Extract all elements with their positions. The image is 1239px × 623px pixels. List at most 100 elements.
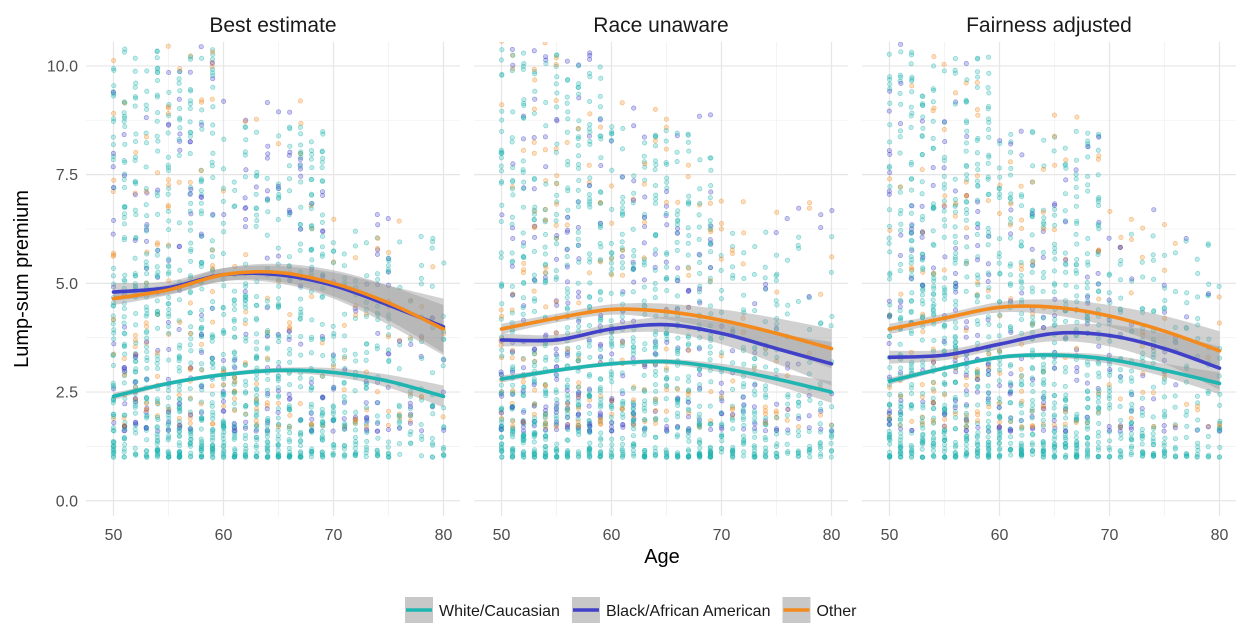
- x-tick-label: 60: [603, 527, 621, 544]
- scatter-point: [697, 387, 703, 393]
- scatter-point: [1084, 280, 1090, 286]
- scatter-point: [974, 178, 980, 184]
- scatter-point: [652, 445, 658, 451]
- scatter-point: [243, 335, 249, 341]
- scatter-point: [630, 261, 636, 267]
- scatter-point: [154, 424, 160, 430]
- scatter-point: [133, 420, 139, 426]
- scatter-point: [1129, 409, 1135, 415]
- scatter-point: [762, 387, 768, 393]
- scatter-point: [418, 262, 424, 268]
- scatter-point: [697, 437, 703, 443]
- scatter-point: [342, 275, 348, 281]
- scatter-point: [509, 46, 515, 52]
- scatter-point: [652, 372, 658, 378]
- scatter-point: [509, 221, 515, 227]
- scatter-point: [1085, 182, 1091, 188]
- scatter-point: [586, 445, 592, 451]
- scatter-point: [320, 336, 326, 342]
- scatter-point: [1019, 217, 1025, 223]
- scatter-point: [930, 118, 936, 124]
- scatter-point: [730, 426, 736, 432]
- scatter-point: [795, 399, 801, 405]
- scatter-point: [543, 433, 549, 439]
- scatter-point: [931, 283, 937, 289]
- scatter-point: [795, 298, 801, 304]
- scatter-point: [664, 222, 670, 228]
- scatter-point: [330, 323, 336, 329]
- scatter-point: [997, 174, 1003, 180]
- scatter-point: [276, 333, 282, 339]
- scatter-point: [418, 234, 424, 240]
- scatter-point: [122, 412, 128, 418]
- scatter-point: [887, 170, 893, 176]
- scatter-point: [1151, 396, 1157, 402]
- scatter-point: [166, 264, 172, 270]
- scatter-point: [997, 445, 1003, 451]
- scatter-point: [908, 328, 914, 334]
- scatter-point: [1073, 430, 1079, 436]
- scatter-point: [1140, 451, 1146, 457]
- scatter-point: [920, 324, 926, 330]
- scatter-point: [498, 57, 504, 63]
- scatter-point: [898, 42, 904, 47]
- scatter-point: [1030, 448, 1036, 454]
- scatter-point: [773, 431, 779, 437]
- scatter-point: [796, 453, 802, 459]
- scatter-point: [1018, 317, 1024, 323]
- scatter-point: [751, 454, 757, 460]
- scatter-point: [1085, 389, 1091, 395]
- scatter-point: [1085, 262, 1091, 268]
- scatter-point: [696, 212, 702, 218]
- scatter-point: [619, 212, 625, 218]
- scatter-point: [674, 248, 680, 254]
- scatter-point: [942, 416, 948, 422]
- scatter-point: [1095, 270, 1101, 276]
- scatter-point: [133, 139, 139, 145]
- scatter-point: [553, 268, 559, 274]
- scatter-point: [897, 150, 903, 156]
- scatter-point: [886, 333, 892, 339]
- scatter-point: [396, 337, 402, 343]
- scatter-point: [309, 334, 315, 340]
- scatter-point: [1008, 201, 1014, 207]
- scatter-point: [232, 408, 238, 414]
- scatter-point: [697, 382, 703, 388]
- scatter-point: [199, 259, 205, 265]
- scatter-point: [308, 421, 314, 427]
- scatter-point: [531, 359, 537, 365]
- scatter-point: [795, 243, 801, 249]
- scatter-point: [364, 273, 370, 279]
- scatter-point: [1051, 268, 1057, 274]
- scatter-point: [986, 334, 992, 340]
- scatter-point: [521, 279, 527, 285]
- scatter-point: [1029, 246, 1035, 252]
- scatter-point: [499, 129, 505, 135]
- scatter-point: [510, 388, 516, 394]
- scatter-point: [1018, 183, 1024, 189]
- scatter-point: [341, 333, 347, 339]
- scatter-point: [1217, 418, 1223, 424]
- scatter-point: [685, 132, 691, 138]
- scatter-point: [1139, 254, 1145, 260]
- scatter-point: [520, 186, 526, 192]
- scatter-point: [254, 173, 260, 179]
- scatter-point: [286, 403, 292, 409]
- scatter-point: [576, 380, 582, 386]
- scatter-point: [155, 438, 161, 444]
- scatter-point: [275, 424, 281, 430]
- scatter-point: [586, 192, 592, 198]
- scatter-point: [121, 305, 127, 311]
- scatter-point: [319, 244, 325, 250]
- scatter-point: [342, 409, 348, 415]
- scatter-point: [553, 424, 559, 430]
- scatter-point: [1052, 112, 1058, 118]
- scatter-point: [931, 454, 937, 460]
- scatter-point: [143, 263, 149, 269]
- scatter-point: [974, 272, 980, 278]
- scatter-point: [298, 450, 304, 456]
- scatter-point: [565, 290, 571, 296]
- scatter-point: [1217, 454, 1223, 460]
- scatter-point: [532, 77, 538, 83]
- scatter-point: [111, 177, 117, 183]
